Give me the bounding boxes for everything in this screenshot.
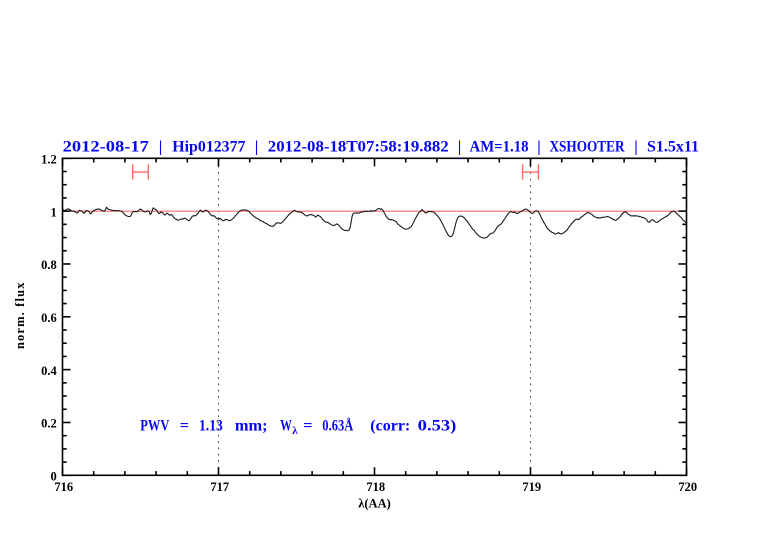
svg-text:Hip012377: Hip012377 [172, 138, 245, 155]
svg-text:717: 717 [210, 480, 229, 494]
svg-text:W: W [280, 417, 292, 434]
svg-text:mm;: mm; [235, 417, 268, 434]
svg-text:|: | [458, 138, 462, 155]
svg-text:S1.5x11: S1.5x11 [647, 138, 699, 155]
svg-text:719: 719 [522, 480, 541, 494]
svg-text:AM=1.18: AM=1.18 [470, 138, 529, 155]
svg-text:|: | [634, 138, 638, 155]
svg-text:|: | [537, 138, 541, 155]
svg-text:0.8: 0.8 [41, 258, 57, 272]
svg-text:1.13: 1.13 [199, 417, 223, 434]
svg-text:0.2: 0.2 [41, 417, 57, 431]
svg-text:718: 718 [366, 480, 385, 494]
svg-text:0.6: 0.6 [41, 311, 57, 325]
svg-text:0.4: 0.4 [41, 364, 57, 378]
svg-text:2012-08-18T07:58:19.882: 2012-08-18T07:58:19.882 [268, 138, 449, 155]
svg-text:1.2: 1.2 [41, 153, 57, 167]
svg-text:1: 1 [51, 205, 57, 219]
svg-text:0.63Å: 0.63Å [322, 416, 353, 434]
svg-text:PWV: PWV [140, 417, 169, 434]
svg-text:2012-08-17: 2012-08-17 [63, 138, 149, 155]
svg-text:|: | [159, 138, 163, 155]
svg-text:(corr:: (corr: [370, 417, 410, 434]
svg-text:720: 720 [678, 480, 697, 494]
svg-text:0.53): 0.53) [418, 417, 457, 434]
svg-text:norm. flux: norm. flux [13, 282, 27, 349]
svg-text:XSHOOTER: XSHOOTER [550, 138, 625, 155]
svg-text:λ: λ [292, 425, 298, 437]
svg-text:|: | [255, 138, 259, 155]
svg-text:=: = [303, 417, 312, 434]
svg-text:λ(AA): λ(AA) [358, 496, 391, 510]
svg-text:0: 0 [51, 470, 57, 484]
svg-text:=: = [180, 417, 189, 434]
svg-text:716: 716 [54, 480, 73, 494]
